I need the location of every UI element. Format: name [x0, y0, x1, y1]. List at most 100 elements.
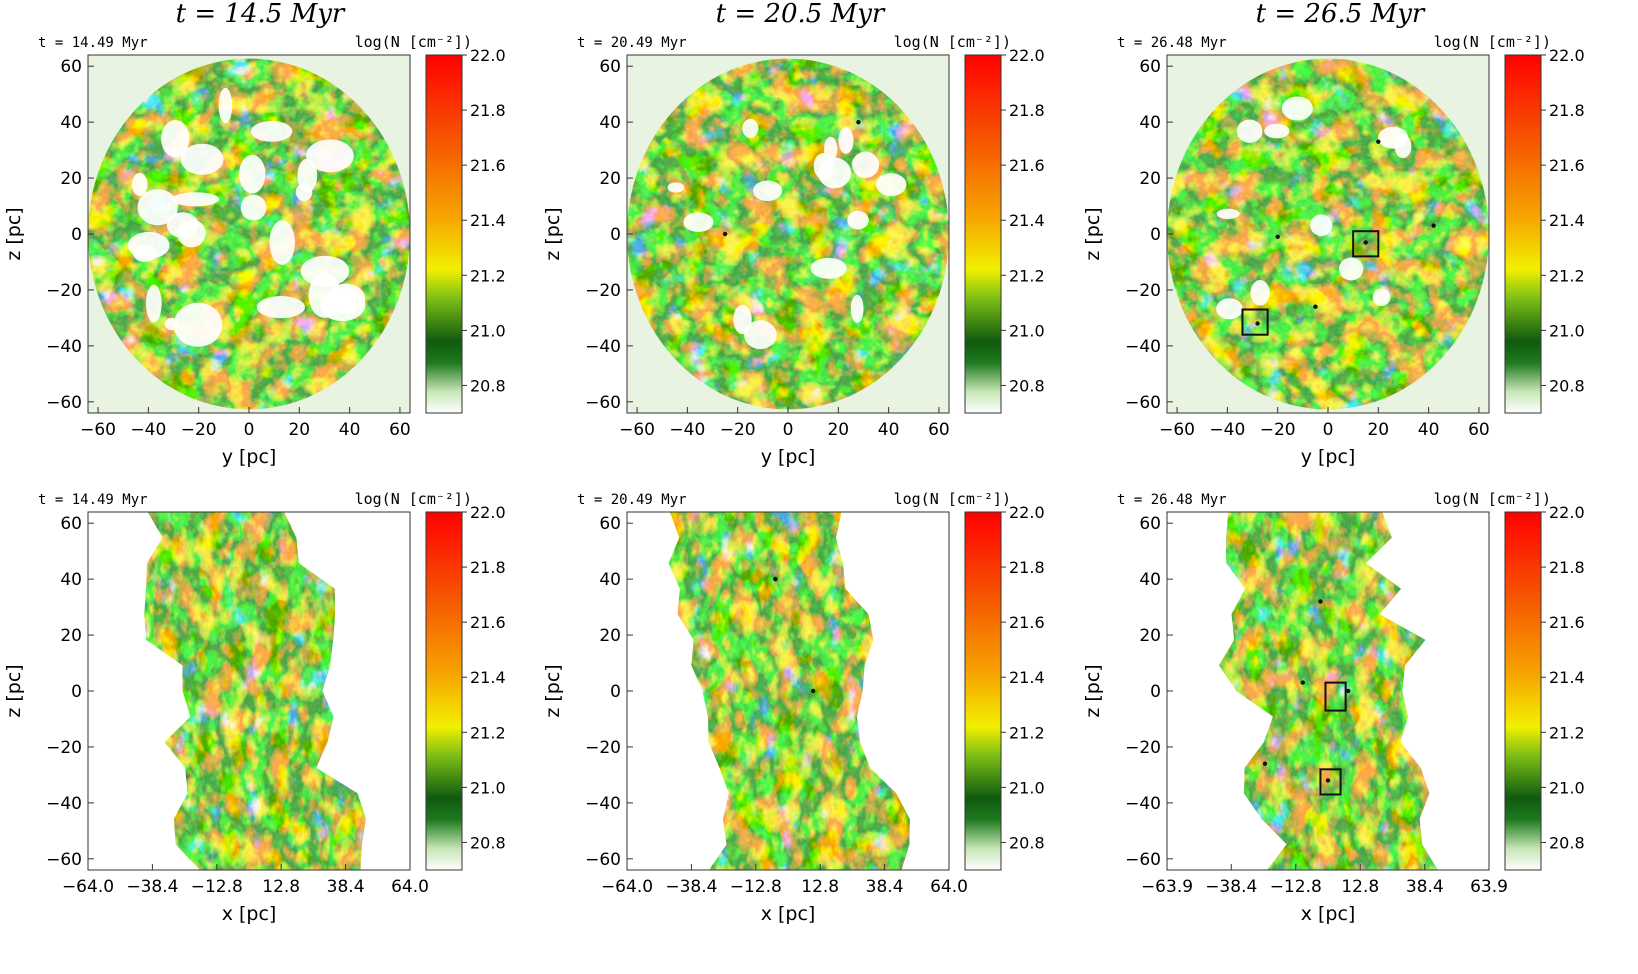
colorbar-tick: 21.6 — [470, 156, 506, 175]
panel-r1c3: t = 26.48 Myr−60 −40 −20 0 20 40 606040200−20−… — [1082, 33, 1585, 468]
panel-r2c2: t = 20.49 Myr −64.0 −38.4 −12.8 12.8 38.4 64.0… — [542, 490, 1045, 925]
x-tick-label: 0 — [1323, 420, 1334, 440]
x-tick-label: −60 — [80, 420, 116, 440]
y-tick-label: 0 — [1150, 225, 1161, 245]
y-tick-label: −40 — [1125, 794, 1161, 814]
colorbar: 22.0 21.8 21.6 21.4 21.2 21.0 20.8 log(N [cm⁻²]… — [894, 490, 1045, 871]
x-tick-label: 40 — [1418, 420, 1440, 440]
sink-particle — [1300, 680, 1306, 685]
y-tick-label: 60 — [1139, 514, 1161, 534]
sink-particle — [773, 576, 778, 582]
colorbar-label: log(N [cm⁻²]) — [355, 490, 472, 508]
density-map — [88, 55, 410, 413]
x-tick-label: −40 — [669, 420, 705, 440]
x-axis-label: x [pc] — [1301, 903, 1356, 925]
y-tick-label: 20 — [60, 626, 82, 646]
y-tick-label: −60 — [585, 850, 621, 870]
x-tick-label: 0 — [783, 420, 794, 440]
colorbar-tick: 21.6 — [1009, 156, 1045, 175]
y-tick-label: 60 — [599, 514, 621, 534]
x-axis-label: y [pc] — [222, 446, 277, 468]
y-tick-label: 40 — [599, 113, 621, 133]
colorbar-tick: 20.8 — [1009, 833, 1045, 852]
colorbar-tick: 21.0 — [470, 321, 506, 340]
y-tick-label: 40 — [1139, 113, 1161, 133]
y-tick-label: 0 — [610, 682, 621, 702]
y-axis-label: z [pc] — [542, 664, 564, 717]
x-tick-label: −38.4 — [665, 877, 717, 897]
x-tick-label: −63.9 — [1141, 877, 1193, 897]
colorbar-tick: 21.0 — [1009, 778, 1045, 797]
zoom-box — [1352, 230, 1380, 258]
time-label: t = 26.48 Myr — [1117, 492, 1227, 508]
x-tick-label: 12.8 — [1341, 877, 1379, 897]
y-tick-label: 40 — [599, 570, 621, 590]
colorbar: 22.0 21.8 21.6 21.4 21.2 21.0 20.8 log(N [cm⁻²]… — [894, 33, 1045, 414]
y-tick-label: 40 — [60, 113, 82, 133]
y-tick-label: −20 — [585, 738, 621, 758]
y-axis-label: z [pc] — [1082, 664, 1104, 717]
colorbar-tick: 21.2 — [1009, 266, 1045, 285]
sink-particle — [1376, 139, 1381, 144]
time-label: t = 26.48 Myr — [1117, 35, 1227, 51]
panel-r2c3: t = 26.48 Myr −63.9 −38.4 −12.8 12.8 38.4 63.9… — [1082, 490, 1585, 925]
x-tick-label: 38.4 — [1406, 877, 1444, 897]
x-axis-label: y [pc] — [1301, 446, 1356, 468]
y-tick-label: −40 — [585, 337, 621, 357]
sink-particle — [1345, 688, 1351, 694]
colorbar-tick: 21.6 — [1549, 156, 1585, 175]
x-tick-label: 63.9 — [1470, 877, 1508, 897]
y-tick-label: 20 — [599, 169, 621, 189]
x-tick-label: 20 — [288, 420, 310, 440]
x-tick-label: −60 — [619, 420, 655, 440]
y-tick-label: −60 — [46, 850, 82, 870]
column-title-3: t = 26.5 Myr — [1256, 0, 1426, 29]
zoom-box — [1324, 681, 1347, 712]
panel-r1c1: t = 14.49 Myr−60 −40 −20 0 20 40 606040200−20−… — [3, 33, 506, 468]
colorbar-tick: 21.4 — [470, 211, 506, 230]
x-tick-label: −38.4 — [126, 877, 178, 897]
colorbar-label: log(N [cm⁻²]) — [355, 33, 472, 51]
x-tick-label: −64.0 — [62, 877, 114, 897]
sink-particle — [1325, 778, 1331, 783]
time-label: t = 20.49 Myr — [577, 492, 687, 508]
colorbar-tick: 21.2 — [1009, 723, 1045, 742]
colorbar-tick: 20.8 — [1549, 833, 1585, 852]
y-tick-label: −60 — [1125, 850, 1161, 870]
y-tick-label: 40 — [1139, 570, 1161, 590]
column-title-2: t = 20.5 Myr — [716, 0, 886, 29]
colorbar-tick: 21.4 — [1549, 211, 1585, 230]
y-tick-label: 0 — [71, 225, 82, 245]
zoom-box — [1319, 768, 1342, 796]
x-tick-label: 0 — [244, 420, 255, 440]
colorbar-tick: 21.6 — [470, 613, 506, 632]
y-tick-label: 20 — [599, 626, 621, 646]
y-tick-label: −40 — [585, 794, 621, 814]
colorbar-tick: 22.0 — [1549, 46, 1585, 65]
colorbar-tick: 21.2 — [1549, 723, 1585, 742]
y-tick-label: 60 — [60, 57, 82, 77]
colorbar-tick: 22.0 — [1009, 46, 1045, 65]
y-tick-label: −20 — [1125, 738, 1161, 758]
x-tick-label: −64.0 — [601, 877, 653, 897]
x-tick-label: −20 — [720, 420, 756, 440]
time-label: t = 14.49 Myr — [38, 35, 148, 51]
y-axis-label: z [pc] — [542, 207, 564, 260]
x-axis-label: x [pc] — [761, 903, 816, 925]
y-tick-label: 0 — [1150, 682, 1161, 702]
y-tick-label: 0 — [610, 225, 621, 245]
colorbar-tick: 21.0 — [1549, 778, 1585, 797]
colorbar-tick: 21.2 — [470, 266, 506, 285]
y-tick-label: 20 — [60, 169, 82, 189]
colorbar-tick: 20.8 — [470, 833, 506, 852]
y-tick-label: −40 — [1125, 337, 1161, 357]
y-tick-label: 60 — [1139, 57, 1161, 77]
colorbar-tick: 21.4 — [1009, 211, 1045, 230]
colorbar-tick: 21.4 — [1009, 668, 1045, 687]
density-map — [1167, 55, 1489, 413]
colorbar-tick: 21.4 — [1549, 668, 1585, 687]
x-tick-label: −20 — [181, 420, 217, 440]
colorbar-tick: 21.8 — [1009, 101, 1045, 120]
x-tick-label: −12.8 — [191, 877, 243, 897]
